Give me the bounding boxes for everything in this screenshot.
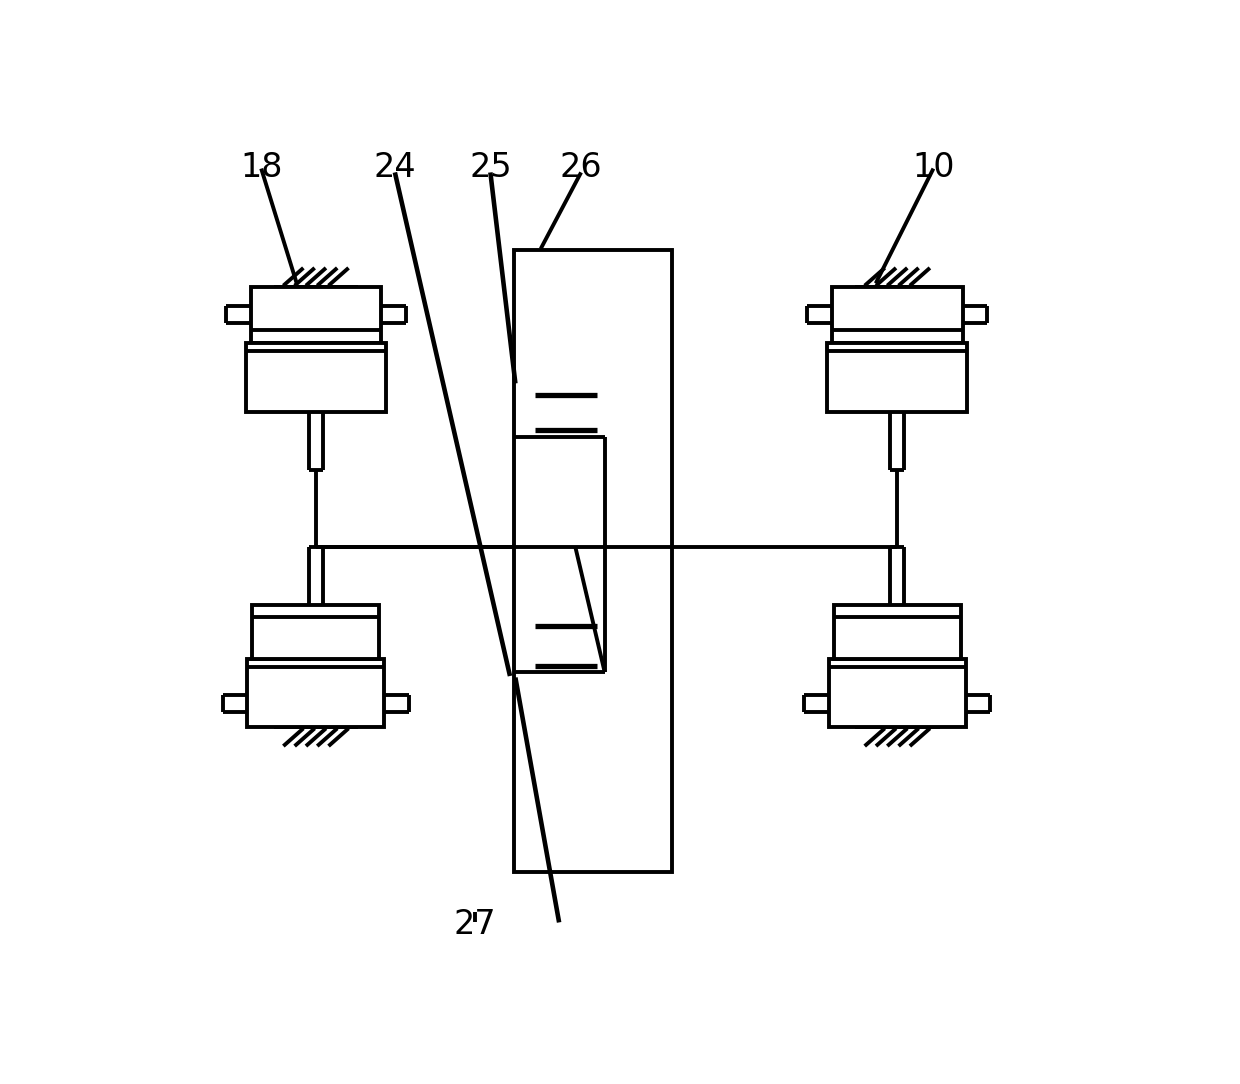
Text: 25: 25 <box>469 151 512 184</box>
Bar <box>833 605 961 659</box>
Text: 10: 10 <box>913 151 955 184</box>
Text: 24: 24 <box>373 151 417 184</box>
Bar <box>248 659 384 727</box>
Bar <box>513 250 672 873</box>
Text: 27: 27 <box>454 908 496 941</box>
Bar <box>250 287 382 343</box>
Bar <box>827 343 967 412</box>
Text: 26: 26 <box>559 151 603 184</box>
Bar <box>828 659 966 727</box>
Bar <box>246 343 386 412</box>
Text: 18: 18 <box>241 151 283 184</box>
Bar <box>253 605 379 659</box>
Bar <box>832 287 962 343</box>
